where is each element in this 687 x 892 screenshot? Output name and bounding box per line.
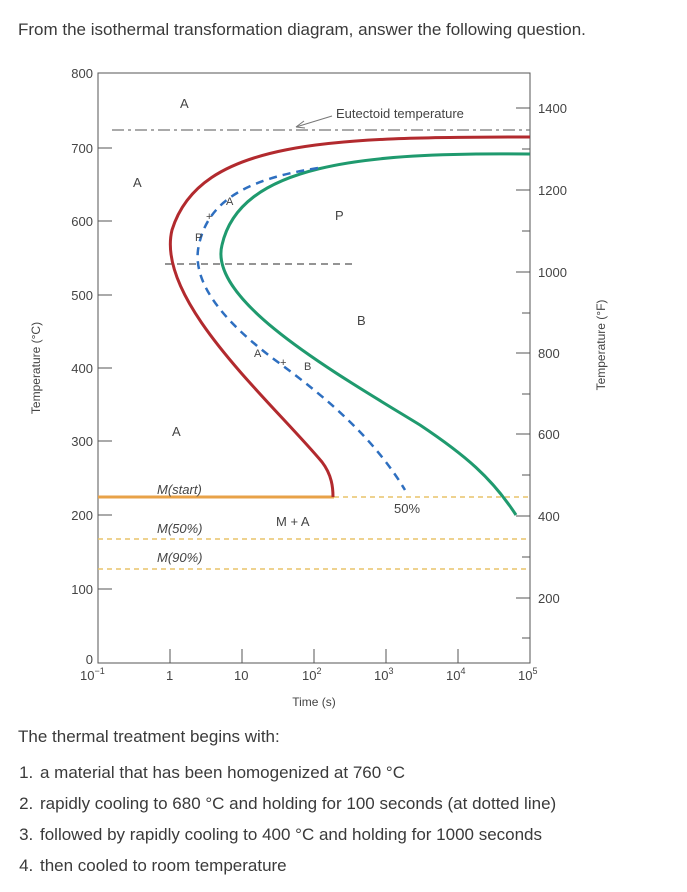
left-axis-ticks: [98, 72, 112, 590]
left-tick-label: 0: [86, 652, 93, 667]
eutectoid-pointer: [295, 115, 333, 128]
isothermal-transformation-diagram: 800 700 600 500 400 300 200 100 0 1400 1…: [29, 66, 608, 709]
treatment-step: then cooled to room temperature: [38, 856, 678, 876]
treatment-intro: The thermal treatment begins with:: [18, 727, 280, 746]
x-tick-label-5: 104: [446, 666, 465, 683]
fifty-percent-label: 50%: [394, 501, 420, 516]
left-tick-label: 800: [71, 66, 93, 81]
eutectoid-label: Eutectoid temperature: [336, 106, 464, 121]
m-start-label: M(start): [157, 482, 202, 497]
right-axis-title: Temperature (°F): [594, 300, 608, 391]
curve-labels: A + P A + B: [195, 196, 311, 373]
x-tick-label-1: 1: [166, 668, 173, 683]
region-a-mid: A: [172, 424, 181, 439]
treatment-steps: a material that has been homogenized at …: [18, 763, 678, 876]
treatment-step: rapidly cooling to 680 °C and holding fo…: [38, 794, 678, 814]
region-a-top: A: [180, 96, 189, 111]
x-tick-label-6: 105: [518, 666, 537, 683]
left-tick-label: 200: [71, 508, 93, 523]
x-axis-ticks: [97, 649, 531, 663]
treatment-step: a material that has been homogenized at …: [38, 763, 678, 783]
left-tick-label: 100: [71, 582, 93, 597]
question-text: From the isothermal transformation diagr…: [18, 20, 586, 39]
left-axis-title: Temperature (°C): [29, 322, 43, 414]
curve-a-plus-label: A: [254, 348, 262, 360]
right-tick-label: 600: [538, 427, 560, 442]
x-tick-label-4: 103: [374, 666, 393, 683]
x-tick-label-3: 102: [302, 666, 321, 683]
plus-sign: +: [280, 357, 286, 369]
plot-frame: [97, 72, 531, 664]
plus-sign: +: [206, 211, 212, 223]
right-tick-label: 1000: [538, 265, 567, 280]
x-tick-labels: 10−1 1 10 102 103 104 105: [80, 666, 537, 683]
left-tick-label: 600: [71, 214, 93, 229]
left-tick-label: 400: [71, 361, 93, 376]
right-tick-label: 1400: [538, 101, 567, 116]
region-p-right: P: [335, 208, 344, 223]
x-tick-label-2: 10: [234, 668, 248, 683]
right-tick-label: 1200: [538, 183, 567, 198]
region-b-right: B: [357, 313, 366, 328]
right-axis-ticks: [516, 107, 530, 639]
region-labels: Eutectoid temperature A A A P B 50% M(st…: [133, 96, 464, 565]
left-tick-labels: 800 700 600 500 400 300 200 100 0: [71, 66, 93, 667]
x-axis-title: Time (s): [292, 695, 336, 709]
right-tick-label: 800: [538, 346, 560, 361]
x-tick-label-0: 10−1: [80, 666, 105, 683]
region-a-left: A: [133, 175, 142, 190]
transformation-end-curve: [219, 152, 531, 516]
curve-a-label: A: [226, 196, 234, 208]
treatment-description: The thermal treatment begins with: a mat…: [18, 727, 678, 887]
right-tick-label: 200: [538, 591, 560, 606]
right-tick-labels: 1400 1200 1000 800 600 400 200: [538, 101, 567, 606]
right-tick-label: 400: [538, 509, 560, 524]
left-tick-label: 300: [71, 434, 93, 449]
fifty-percent-curve: [196, 166, 407, 491]
transformation-start-curve: [168, 135, 531, 498]
curve-p-label: P: [195, 232, 202, 244]
treatment-step: followed by rapidly cooling to 400 °C an…: [38, 825, 678, 845]
m90-label: M(90%): [157, 550, 203, 565]
m-plus-a-label: M + A: [276, 514, 310, 529]
curve-b-label: B: [304, 361, 311, 373]
left-tick-label: 700: [71, 141, 93, 156]
left-tick-label: 500: [71, 288, 93, 303]
m50-label: M(50%): [157, 521, 203, 536]
